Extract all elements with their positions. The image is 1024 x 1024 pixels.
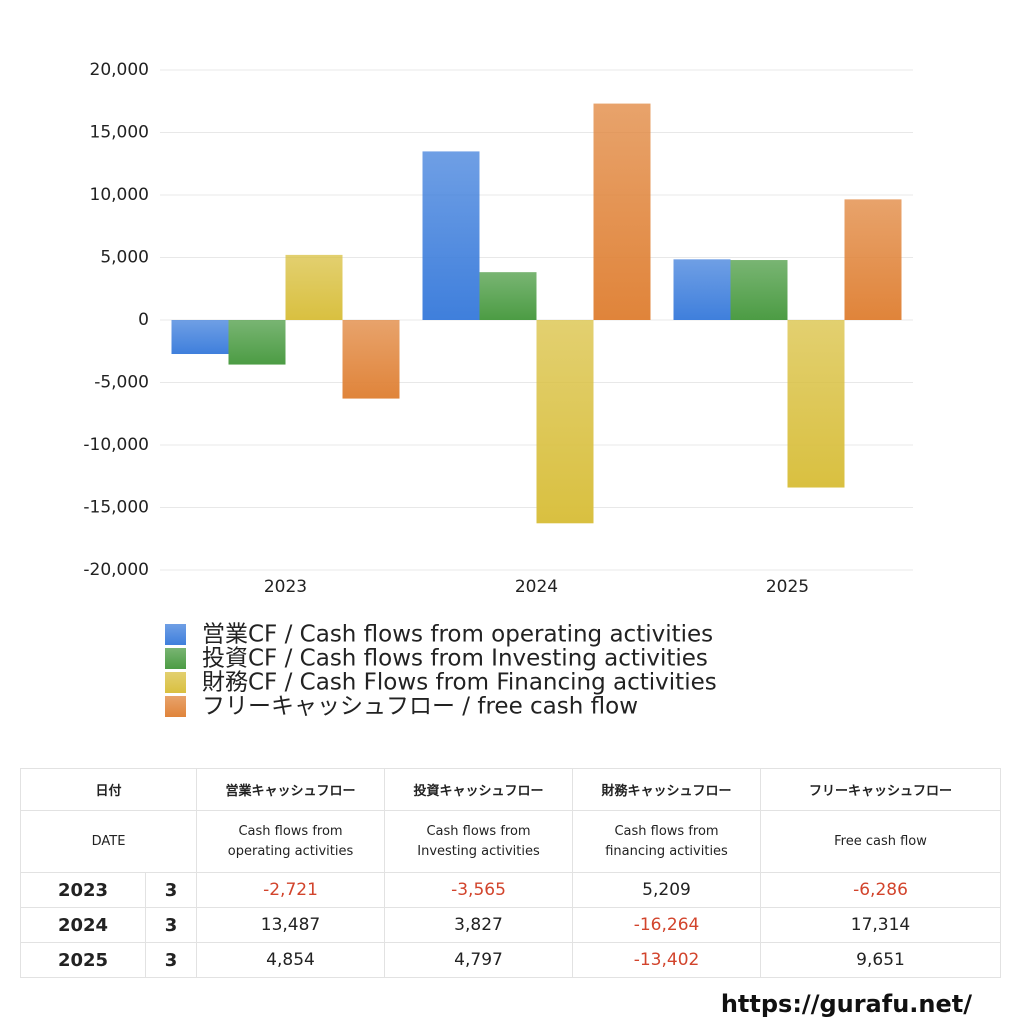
table-cell: 3,827	[384, 907, 574, 943]
y-tick-label: 15,000	[90, 123, 149, 143]
x-tick-label: 2023	[264, 577, 307, 597]
legend-swatch	[165, 672, 186, 693]
table-cell: 13,487	[196, 907, 386, 943]
cell-text: Investing activities	[417, 843, 540, 859]
table-cell: 2023	[20, 872, 146, 908]
bar	[730, 260, 788, 320]
table-cell: 2025	[20, 942, 146, 978]
cell-text: Cash flows from	[238, 823, 343, 839]
legend-label: 財務CF / Cash Flows from Financing activit…	[202, 670, 717, 696]
y-tick-label: 20,000	[90, 60, 149, 80]
cell-text: Cash flows from	[426, 823, 531, 839]
bar	[787, 320, 845, 488]
table-cell: 4,854	[196, 942, 386, 978]
bar	[844, 199, 902, 320]
table-cell: 5,209	[572, 872, 762, 908]
table-cell: 日付	[19, 768, 198, 811]
table-cell: -3,565	[384, 872, 574, 908]
table-cell: DATE	[19, 810, 198, 873]
table-row: 2024 3 13,487 3,827 -16,264 17,314	[20, 907, 1002, 943]
bar	[171, 320, 229, 355]
bar	[673, 259, 731, 320]
bar	[228, 320, 286, 365]
y-tick-label: 0	[138, 310, 149, 330]
legend-label: 営業CF / Cash flows from operating activit…	[202, 622, 713, 648]
table-cell: Cash flows from financing activities	[572, 810, 762, 873]
table-cell: 9,651	[760, 942, 1002, 978]
bar	[536, 320, 594, 524]
table-cell: 3	[144, 872, 198, 908]
legend-swatch	[165, 696, 186, 717]
table-row: 日付 営業キャッシュフロー 投資キャッシュフロー 財務キャッシュフロー フリーキャッシュ…	[19, 768, 1002, 811]
chart: -20,000 -15,000 -10,000 -5,000 0 5,000 10,000 1…	[83, 60, 913, 720]
table-cell: -2,721	[196, 872, 386, 908]
table-cell: Cash flows from operating activities	[196, 810, 386, 873]
bar	[285, 254, 343, 320]
x-tick-label: 2024	[515, 577, 558, 597]
y-tick-label: 5,000	[100, 248, 149, 268]
legend-swatch	[165, 648, 186, 669]
footer-url: https://gurafu.net/	[720, 990, 972, 1018]
bar	[479, 272, 537, 320]
table-cell: 営業キャッシュフロー	[196, 768, 386, 811]
table-cell: 投資キャッシュフロー	[384, 768, 574, 811]
cell-text: operating activities	[227, 843, 354, 859]
table-cell: -13,402	[572, 942, 762, 978]
table-cell: 4,797	[384, 942, 574, 978]
legend-label: フリーキャッシュフロー / free cash flow	[202, 694, 638, 720]
legend-label: 投資CF / Cash flows from Investing activit…	[202, 646, 708, 672]
table-cell: 財務キャッシュフロー	[572, 768, 762, 811]
y-tick-label: -15,000	[83, 498, 149, 518]
y-tick-label: 10,000	[90, 185, 149, 205]
table-cell: フリーキャッシュフロー	[760, 768, 1002, 811]
cell-text: financing activities	[605, 843, 728, 859]
bar	[593, 103, 651, 320]
x-tick-label: 2025	[766, 577, 809, 597]
table-cell: 3	[144, 942, 198, 978]
table-cell: Free cash flow	[760, 810, 1002, 873]
table-row: 2025 3 4,854 4,797 -13,402 9,651	[20, 942, 1002, 978]
table-cell: -16,264	[572, 907, 762, 943]
cell-text: Cash flows from	[614, 823, 719, 839]
bar	[422, 151, 480, 320]
table-cell: 17,314	[760, 907, 1002, 943]
table-cell: -6,286	[760, 872, 1002, 908]
table-cell: 3	[144, 907, 198, 943]
table-cell: 2024	[20, 907, 146, 943]
y-tick-label: -20,000	[83, 560, 149, 580]
bar	[342, 320, 400, 399]
table-cell: Cash flows from Investing activities	[384, 810, 574, 873]
legend-swatch	[165, 624, 186, 645]
table-row: 2023 3 -2,721 -3,565 5,209 -6,286	[20, 872, 1002, 908]
y-tick-label: -10,000	[83, 435, 149, 455]
data-table: 日付 営業キャッシュフロー 投資キャッシュフロー 財務キャッシュフロー フリーキャッシュ…	[19, 768, 1002, 978]
y-tick-label: -5,000	[94, 373, 149, 393]
table-row: DATE Cash flows from operating activities C…	[19, 810, 1002, 873]
